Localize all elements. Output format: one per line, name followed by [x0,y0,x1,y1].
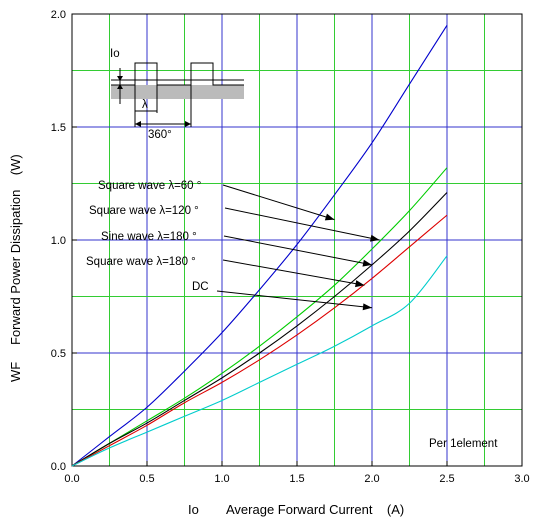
y-axis-label: Forward Power Dissipation (W) [8,154,23,345]
annotation-arrow-0 [222,184,335,221]
annotation-label-0: Square wave λ=60 ° [98,180,201,192]
waveform-inset: Io λ 360° [110,48,244,141]
inset-lambda-label: λ [142,99,148,111]
y-axis-symbol: WF [8,362,23,382]
grid [72,14,522,466]
x-tick-label: 1.5 [289,473,304,485]
inset-period-label: 360° [148,129,172,141]
annotation-arrowhead-3 [355,280,365,288]
series-line-2 [71,192,448,467]
annotation-arrow-3 [222,259,365,286]
annotation-arrowhead-4 [362,303,372,311]
series-line-3 [71,214,448,467]
inset-period-arrow-left [135,121,141,127]
x-axis-label: Average Forward Current (A) [226,502,404,517]
annotation-arrow-2 [223,235,373,266]
x-axis-symbol: Io [188,502,199,517]
annotation-label-4: DC [192,281,209,293]
y-tick-label: 1.0 [51,235,66,247]
series-annotations: Square wave λ=60 ° Square wave λ=120 ° Sin… [86,180,380,311]
y-tick-label: 0.0 [51,461,66,473]
y-axis-ticks: 0.0 0.5 1.0 1.5 2.0 [51,9,77,473]
annotation-arrow-4 [216,290,373,309]
inset-period-arrow-right [185,121,191,127]
inset-io-arrow-up [117,84,123,89]
series-line-0 [71,25,448,467]
annotation-arrow-1 [224,207,380,241]
annotation-arrowhead-1 [369,234,380,242]
x-tick-label: 0.5 [139,473,154,485]
x-tick-label: 0.0 [64,473,79,485]
series-curves [71,25,448,467]
x-tick-label: 1.0 [214,473,229,485]
annotation-arrowhead-2 [362,259,372,267]
annotation-label-3: Square wave λ=180 ° [86,256,196,268]
x-tick-label: 3.0 [514,473,529,485]
inset-io-arrow-down [117,76,123,81]
annotation-arrowhead-0 [324,213,335,221]
y-tick-label: 2.0 [51,9,66,21]
series-line-1 [71,167,448,467]
per-element-note: Per 1element [429,438,498,450]
annotation-label-2: Sine wave λ=180 ° [101,231,197,243]
y-tick-label: 1.5 [51,122,66,134]
annotation-label-1: Square wave λ=120 ° [89,205,199,217]
inset-pulse-wave [111,62,244,86]
series-line-4 [71,255,448,467]
x-axis-ticks: 0.0 0.5 1.0 1.5 2.0 2.5 3.0 [64,461,530,485]
y-tick-label: 0.5 [51,348,66,360]
inset-io-label: Io [110,48,120,60]
x-tick-label: 2.0 [364,473,379,485]
x-tick-label: 2.5 [439,473,454,485]
inset-gray-band [111,85,244,99]
